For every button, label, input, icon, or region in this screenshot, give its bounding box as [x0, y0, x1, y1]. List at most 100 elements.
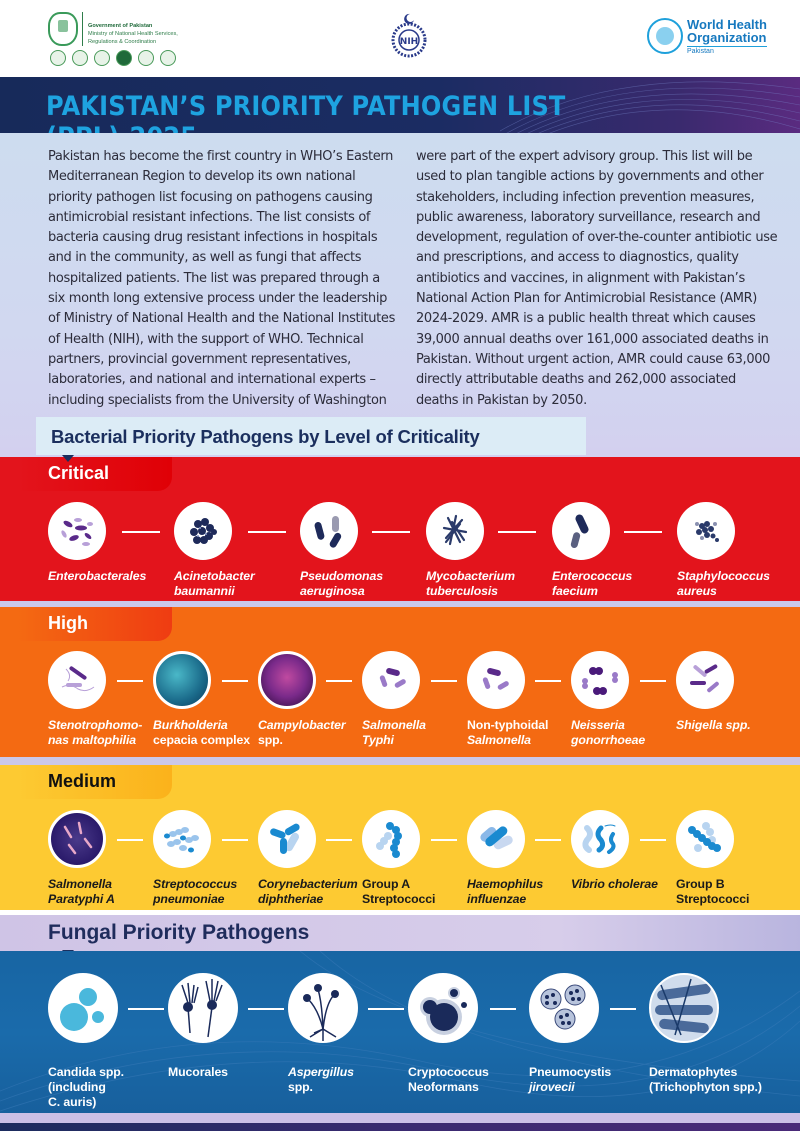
acinetobacter-icon [174, 502, 232, 560]
connector-line [372, 531, 410, 533]
fungal-heading-band: Fungal Priority Pathogens [0, 915, 800, 951]
pathogen-name-line2: gonorrhoeae [571, 733, 646, 747]
pathogen-name: Shigella spp. [676, 718, 751, 732]
pathogen-salmonella-paratyphi-a: Salmonella Paratyphi A [48, 810, 168, 907]
pathogen-salmonella-typhi: Salmonella Typhi [362, 651, 482, 748]
connector-line [248, 1008, 284, 1010]
gilgit-baltistan-emblem-icon [116, 50, 132, 66]
level-label-medium: Medium [0, 765, 172, 799]
pathogen-campylobacter: Campylobacter spp. [258, 651, 378, 748]
connector-line [498, 531, 536, 533]
pseudomonas-icon [300, 502, 358, 560]
pathogen-name: Acinetobacter [174, 569, 255, 583]
critical-band: Critical Enterobacterales Acinetobacter b… [0, 457, 800, 602]
who-logo-line2: Organization [687, 30, 767, 45]
pathogen-aspergillus: Aspergillus spp. [288, 973, 408, 1095]
connector-line [326, 839, 352, 841]
pathogen-name-line2: spp. [258, 733, 283, 747]
streptococcus-pneumoniae-icon [153, 810, 211, 868]
pathogen-name: Haemophilus [467, 877, 544, 891]
pathogen-enterococcus-faecium: Enterococcus faecium [552, 502, 672, 599]
balochistan-emblem-icon [138, 50, 154, 66]
gov-logo-line2: Ministry of National Health Services, [88, 31, 178, 37]
pathogen-corynebacterium-diphtheriae: Corynebacterium diphtheriae [258, 810, 378, 907]
bacterial-heading: Bacterial Priority Pathogens by Level of… [51, 426, 480, 447]
mycobacterium-icon [426, 502, 484, 560]
who-emblem-icon [647, 18, 683, 54]
salmonella-paratyphi-photo [48, 810, 106, 868]
connector-line [222, 839, 248, 841]
pathogen-non-typhoidal-salmonella: Non-typhoidal Salmonella [467, 651, 587, 748]
pathogen-name-line2: (including [48, 1080, 106, 1094]
pathogen-mucorales: Mucorales [168, 973, 288, 1080]
pathogen-haemophilus-influenzae: Haemophilus influenzae [467, 810, 587, 907]
pathogen-name-line3: C. auris) [48, 1095, 97, 1109]
pathogen-name: Candida spp. [48, 1065, 125, 1079]
connector-line [431, 839, 457, 841]
pathogen-name: Burkholderia [153, 718, 228, 732]
connector-line [640, 839, 666, 841]
pathogen-name-line2: aeruginosa [300, 584, 365, 598]
burkholderia-photo [153, 651, 211, 709]
pathogen-name: Salmonella [362, 718, 426, 732]
medium-band: Medium Salmonella Paratyphi A Streptococc… [0, 765, 800, 910]
stenotrophomonas-icon [48, 651, 106, 709]
pneumocystis-icon [529, 973, 599, 1043]
pathogen-name: Vibrio cholerae [571, 877, 658, 891]
pathogen-pseudomonas-aeruginosa: Pseudomonas aeruginosa [300, 502, 420, 599]
connector-line [610, 1008, 636, 1010]
vibrio-icon [571, 810, 629, 868]
gov-logo-line1: Government of Pakistan [88, 23, 153, 29]
gov-logo-line3: Regulations & Coordination [88, 39, 157, 45]
mucorales-icon [168, 973, 238, 1043]
svg-text:NIH: NIH [400, 37, 418, 47]
footer-band [0, 1123, 800, 1131]
pathogen-shigella: Shigella spp. [676, 651, 796, 733]
pathogen-name: Pseudomonas [300, 569, 383, 583]
pathogen-name: Mycobacterium [426, 569, 515, 583]
divider [82, 12, 83, 46]
non-typhoidal-salmonella-icon [467, 651, 525, 709]
pathogen-name: Group A [362, 877, 411, 891]
pathogen-name-line2: spp. [288, 1080, 313, 1094]
pathogen-name-line2: Neoformans [408, 1080, 479, 1094]
who-logo-sub: Pakistan [687, 46, 767, 55]
haemophilus-icon [467, 810, 525, 868]
fungal-band: Candida spp. (including C. auris) Mucorale… [0, 951, 800, 1116]
level-label-high: High [0, 607, 172, 641]
corynebacterium-icon [258, 810, 316, 868]
pathogen-name: Mucorales [168, 1065, 228, 1079]
pathogen-name: Salmonella [48, 877, 112, 891]
pathogen-neisseria-gonorrhoeae: Neisseria gonorrhoeae [571, 651, 691, 748]
footer-separator [0, 1113, 800, 1123]
pathogen-name: Dermatophytes [649, 1065, 738, 1079]
kpk-emblem-icon [94, 50, 110, 66]
pathogen-mycobacterium-tuberculosis: Mycobacterium tuberculosis [426, 502, 546, 599]
pathogen-name: Pneumocystis [529, 1065, 612, 1079]
pathogen-name: Enterobacterales [48, 569, 147, 583]
pathogen-name-line2: jirovecii [529, 1080, 575, 1094]
pathogen-name: Enterococcus [552, 569, 633, 583]
title-band: PAKISTAN’S PRIORITY PATHOGEN LIST (PPL)-… [0, 77, 800, 133]
pathogen-name: Aspergillus [288, 1065, 354, 1079]
who-logo-line1: World Health [687, 17, 767, 32]
pathogen-candida: Candida spp. (including C. auris) [48, 973, 168, 1110]
connector-line [535, 680, 561, 682]
shigella-icon [676, 651, 734, 709]
bacterial-heading-box: Bacterial Priority Pathogens by Level of… [36, 417, 586, 455]
pathogen-name: Staphylococcus [677, 569, 770, 583]
ajk-emblem-icon [160, 50, 176, 66]
pathogen-vibrio-cholerae: Vibrio cholerae [571, 810, 691, 892]
page-title: PAKISTAN’S PRIORITY PATHOGEN LIST (PPL)-… [46, 91, 566, 133]
pathogen-streptococcus-pneumoniae: Streptococcus pneumoniae [153, 810, 273, 907]
nih-logo: NIH [388, 12, 430, 60]
pathogen-name-line2: baumannii [174, 584, 235, 598]
pathogen-staphylococcus-aureus: Staphylococcus aureus [677, 502, 797, 599]
pakistan-emblem-icon [48, 12, 78, 46]
pathogen-name-line2: Typhi [362, 733, 394, 747]
connector-line [624, 531, 662, 533]
pathogen-name: Neisseria [571, 718, 625, 732]
group-b-streptococci-icon [676, 810, 734, 868]
connector-line [117, 839, 143, 841]
candida-icon [48, 973, 118, 1043]
